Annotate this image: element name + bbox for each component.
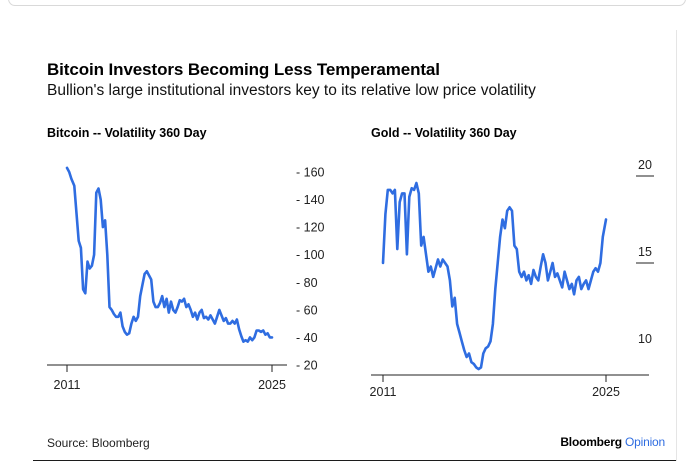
gold-y-tick-label-15: 15 (638, 245, 652, 259)
bitcoin-panel: 2011 2025 - 20 - 40 - 60 - 80 - 100 - 12… (47, 166, 325, 392)
bitcoin-volatility-line (65, 166, 274, 343)
brand-name: Bloomberg (560, 435, 622, 449)
bitcoin-y-tick-label-80: - 80 (296, 276, 318, 290)
gold-x-tick-label-start: 2011 (370, 385, 397, 399)
source-note: Source: Bloomberg (47, 436, 150, 450)
bitcoin-panel-title: Bitcoin -- Volatility 360 Day (47, 126, 207, 140)
chart-title: Bitcoin Investors Becoming Less Temperam… (47, 60, 440, 79)
brand-suffix: Opinion (625, 435, 665, 449)
brand-logo: Bloomberg Opinion (560, 435, 665, 449)
chart-subtitle: Bullion's large institutional investors … (47, 82, 536, 99)
bitcoin-x-tick-label-end: 2025 (258, 378, 286, 392)
gold-volatility-line (381, 181, 608, 371)
bitcoin-y-tick-label-120: - 120 (296, 221, 325, 235)
gold-panel: 2011 2025 10 15 20 (370, 158, 654, 399)
bottom-rule (33, 460, 677, 461)
bitcoin-x-tick-label-start: 2011 (54, 378, 81, 392)
bitcoin-y-tick-label-60: - 60 (296, 303, 318, 317)
bitcoin-y-tick-label-100: - 100 (296, 248, 325, 262)
bitcoin-y-tick-label-140: - 140 (296, 193, 325, 207)
right-edge-rule (676, 30, 677, 461)
bitcoin-y-tick-label-40: - 40 (296, 331, 318, 345)
gold-y-tick-label-20: 20 (638, 158, 652, 172)
gold-y-tick-label-10: 10 (638, 332, 652, 346)
gold-x-tick-label-end: 2025 (592, 385, 620, 399)
gold-panel-title: Gold -- Volatility 360 Day (371, 126, 517, 140)
bitcoin-y-tick-label-20: - 20 (296, 359, 318, 373)
bitcoin-y-tick-label-160: - 160 (296, 166, 325, 180)
